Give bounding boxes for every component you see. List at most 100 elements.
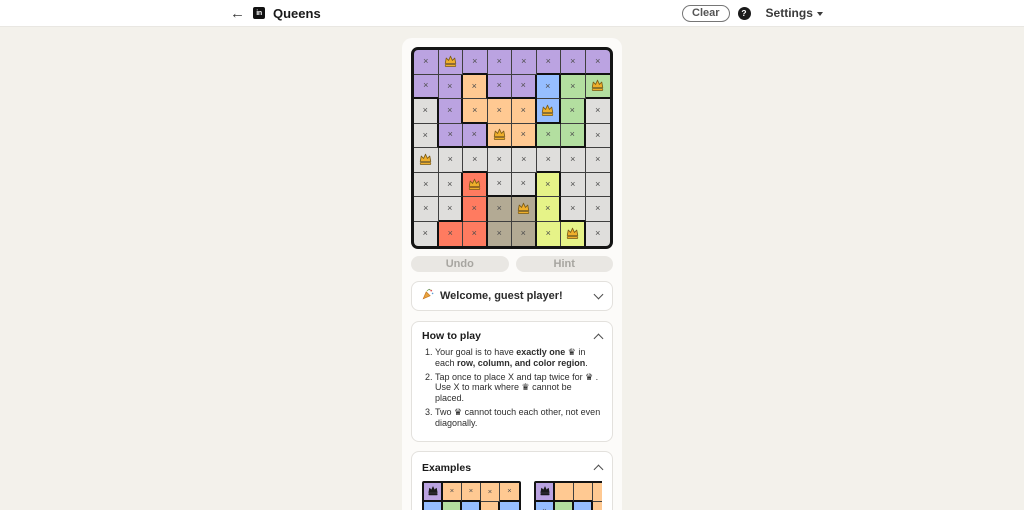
board-cell-r6c0[interactable]: ×	[414, 197, 439, 222]
board-cell-r5c6[interactable]: ×	[561, 172, 586, 197]
example-boards-row: ××××××	[422, 480, 602, 510]
board-cell-r6c2[interactable]: ×	[463, 197, 488, 222]
welcome-banner[interactable]: Welcome, guest player!	[411, 281, 613, 311]
board-cell-r3c0[interactable]: ×	[414, 123, 439, 148]
board-cell-r4c2[interactable]: ×	[463, 148, 488, 173]
board-cell-r6c7[interactable]: ×	[585, 197, 610, 222]
hint-button[interactable]: Hint	[515, 256, 613, 272]
board-cell-r1c2	[462, 501, 481, 510]
board-cell-r0c2[interactable]: ×	[463, 50, 488, 75]
page-title: Queens	[273, 5, 321, 21]
board-cell-r1c2[interactable]: ×	[463, 74, 488, 99]
x-mark: ×	[447, 129, 453, 140]
board-cell-r5c1[interactable]: ×	[438, 172, 463, 197]
board-cell-r6c5[interactable]: ×	[536, 197, 561, 222]
chevron-up-icon[interactable]	[593, 464, 604, 475]
board-cell-r7c6[interactable]	[561, 221, 586, 246]
clear-button[interactable]: Clear	[682, 4, 730, 22]
board-cell-r3c6[interactable]: ×	[561, 123, 586, 148]
board-cell-r2c4[interactable]: ×	[512, 99, 537, 124]
board-cell-r5c3[interactable]: ×	[487, 172, 512, 197]
board-cell-r7c0[interactable]: ×	[414, 221, 439, 246]
x-mark: ×	[545, 153, 551, 164]
board-cell-r3c1[interactable]: ×	[438, 123, 463, 148]
board-cell-r0c6[interactable]: ×	[561, 50, 586, 75]
board-cell-r4c5[interactable]: ×	[536, 148, 561, 173]
board-cell-r6c4[interactable]	[512, 197, 537, 222]
board-cell-r3c2[interactable]: ×	[463, 123, 488, 148]
board-cell-r1c6[interactable]: ×	[561, 74, 586, 99]
x-mark: ×	[447, 202, 453, 213]
board-cell-r1c3	[481, 501, 500, 510]
board-cell-r0c3[interactable]: ×	[487, 50, 512, 75]
chevron-down-icon[interactable]	[593, 289, 604, 300]
board-cell-r7c2[interactable]: ×	[463, 221, 488, 246]
board-cell-r0c5[interactable]: ×	[536, 50, 561, 75]
board-cell-r4c0[interactable]	[414, 148, 439, 173]
board-cell-r2c7[interactable]: ×	[585, 99, 610, 124]
examples-header[interactable]: Examples	[422, 462, 604, 475]
board-cell-r0c4[interactable]: ×	[512, 50, 537, 75]
board-cell-r5c0[interactable]: ×	[414, 172, 439, 197]
board-cell-r2c6[interactable]: ×	[561, 99, 586, 124]
board-cell-r1c5[interactable]: ×	[536, 74, 561, 99]
board-cell-r2c2[interactable]: ×	[463, 99, 488, 124]
board-cell-r7c1[interactable]: ×	[438, 221, 463, 246]
board-cell-r4c7[interactable]: ×	[585, 148, 610, 173]
example-board: × × × ×	[422, 480, 521, 510]
how-to-play-rules: Your goal is to have exactly one ♛ in ea…	[422, 347, 602, 429]
settings-menu[interactable]: Settings	[766, 6, 823, 20]
board-cell-r0c7[interactable]: ×	[585, 50, 610, 75]
back-button[interactable]: ←	[230, 4, 245, 22]
board-cell-r1c1	[443, 501, 462, 510]
board-cell-r4c3[interactable]: ×	[487, 148, 512, 173]
x-mark: ×	[449, 486, 455, 496]
board-cell-r1c7[interactable]	[585, 74, 610, 99]
help-icon[interactable]: ?	[737, 6, 751, 20]
board-cell-r7c4[interactable]: ×	[512, 221, 537, 246]
board-cell-r2c0[interactable]: ×	[414, 99, 439, 124]
board-cell-r3c5[interactable]: ×	[536, 123, 561, 148]
x-mark: ×	[496, 228, 502, 239]
board-cell-r0c1[interactable]	[438, 50, 463, 75]
board-cell-r5c2[interactable]	[463, 172, 488, 197]
board-cell-r5c7[interactable]: ×	[585, 172, 610, 197]
board-cell-r6c1[interactable]: ×	[438, 197, 463, 222]
board-cell-r7c7[interactable]: ×	[585, 221, 610, 246]
how-to-play-header[interactable]: How to play	[422, 330, 604, 343]
x-mark: ×	[447, 178, 453, 189]
board-cell-r5c5[interactable]: ×	[536, 172, 561, 197]
crown-icon	[539, 486, 550, 496]
board-cell-r4c1[interactable]: ×	[438, 148, 463, 173]
board-cell-r0c0[interactable]: ×	[414, 50, 439, 75]
x-mark: ×	[447, 80, 453, 91]
undo-button[interactable]: Undo	[411, 256, 509, 272]
board-cell-r5c4[interactable]: ×	[512, 172, 537, 197]
board-cell-r1c0[interactable]: ×	[414, 74, 439, 99]
board-cell-r4c6[interactable]: ×	[561, 148, 586, 173]
chevron-up-icon[interactable]	[593, 333, 604, 343]
board-cell-r1c3[interactable]: ×	[487, 74, 512, 99]
board-cell-r3c7[interactable]: ×	[585, 123, 610, 148]
x-mark: ×	[471, 228, 477, 239]
x-mark: ×	[545, 55, 551, 66]
x-mark: ×	[595, 55, 601, 66]
x-mark: ×	[595, 203, 601, 214]
crown-icon	[566, 227, 578, 240]
board-cell-r2c1[interactable]: ×	[438, 99, 463, 124]
x-mark: ×	[496, 56, 502, 67]
party-popper-icon	[422, 287, 434, 305]
board-cell-r2c3[interactable]: ×	[487, 99, 512, 124]
board-cell-r7c5[interactable]: ×	[536, 221, 561, 246]
board-cell-r6c6[interactable]: ×	[561, 197, 586, 222]
board-cell-r7c3[interactable]: ×	[487, 221, 512, 246]
board-cell-r3c3[interactable]	[487, 123, 512, 148]
board-cell-r1c1[interactable]: ×	[438, 74, 463, 99]
board-cell-r1c4[interactable]: ×	[512, 74, 537, 99]
board-cell-r4c4[interactable]: ×	[512, 148, 537, 173]
board-cell-r0c3	[593, 482, 602, 502]
board-cell-r1c0: ×	[536, 501, 555, 510]
board-cell-r6c3[interactable]: ×	[487, 197, 512, 222]
board-cell-r3c4[interactable]: ×	[512, 123, 537, 148]
board-cell-r2c5[interactable]	[536, 99, 561, 124]
